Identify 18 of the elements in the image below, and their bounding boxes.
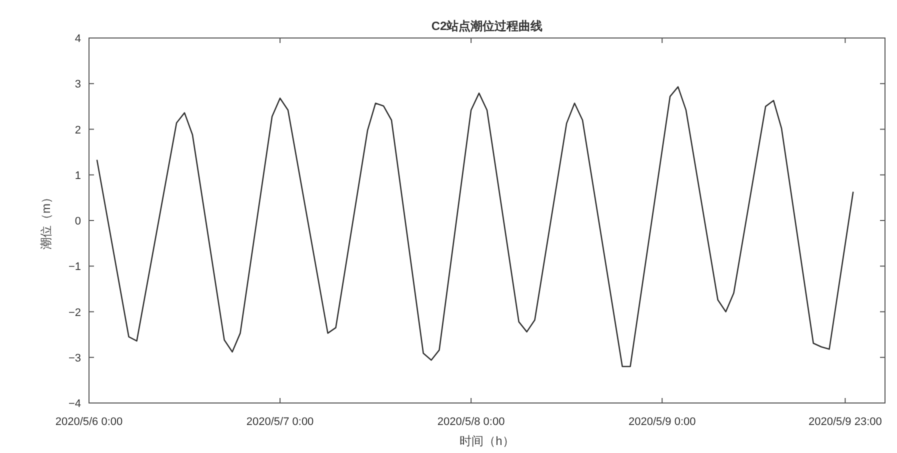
x-tick-label: 2020/5/7 0:00 <box>246 416 314 428</box>
chart-title: C2站点潮位过程曲线 <box>431 19 543 33</box>
y-tick-label: −4 <box>68 398 81 410</box>
y-tick-label: 2 <box>74 124 81 136</box>
y-tick-label: 1 <box>74 170 81 182</box>
x-axis-title: 时间（h） <box>460 434 514 448</box>
y-tick-label: 3 <box>74 78 81 91</box>
line-series <box>96 86 854 368</box>
x-tick-label: 2020/5/9 23:00 <box>808 416 882 428</box>
y-tick-label: −2 <box>68 306 81 319</box>
x-tick-label: 2020/5/9 0:00 <box>628 416 696 428</box>
y-axis-title: 潮位（m） <box>39 192 53 250</box>
x-tick-label: 2020/5/6 0:00 <box>55 416 123 428</box>
x-tick-label: 2020/5/8 0:00 <box>437 416 505 428</box>
y-tick-label: 0 <box>74 216 81 228</box>
y-tick-label: −3 <box>68 352 81 364</box>
y-tick-label: 4 <box>74 33 81 45</box>
y-tick-label: −1 <box>68 261 81 274</box>
